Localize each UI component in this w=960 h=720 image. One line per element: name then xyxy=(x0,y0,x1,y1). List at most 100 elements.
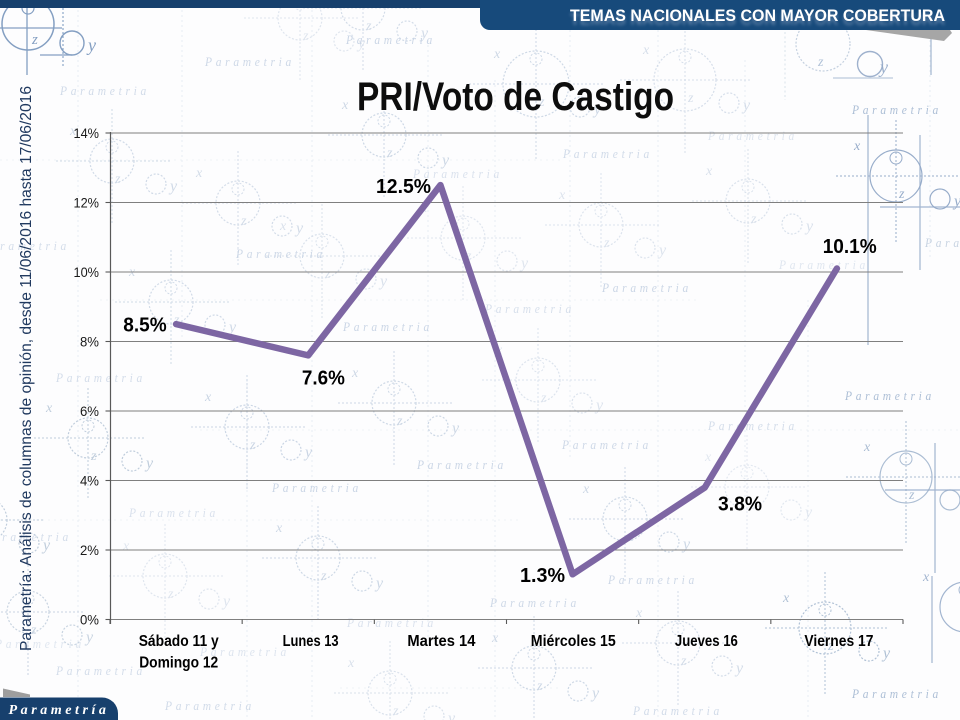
svg-text:Jueves 16: Jueves 16 xyxy=(675,633,738,650)
svg-text:x: x xyxy=(863,440,871,455)
svg-text:y: y xyxy=(952,193,960,210)
svg-text:x: x xyxy=(582,482,590,497)
svg-text:x: x xyxy=(704,450,712,465)
svg-text:z: z xyxy=(538,95,545,110)
svg-text:y: y xyxy=(221,593,231,610)
svg-text:x: x xyxy=(491,631,499,646)
svg-text:x: x xyxy=(558,188,566,203)
svg-text:Parametria: Parametria xyxy=(0,530,72,544)
svg-text:Miércoles 15: Miércoles 15 xyxy=(531,633,616,650)
svg-text:Parametria: Parametria xyxy=(55,664,146,678)
svg-text:Parametria: Parametria xyxy=(0,637,85,651)
svg-text:y: y xyxy=(734,660,744,677)
svg-text:y: y xyxy=(227,319,237,336)
svg-text:y: y xyxy=(590,685,600,702)
svg-text:z: z xyxy=(750,212,757,227)
svg-text:y: y xyxy=(378,273,388,290)
svg-text:Parametria: Parametria xyxy=(851,103,942,117)
svg-text:Parametria: Parametria xyxy=(416,458,507,472)
svg-text:Parametria: Parametria xyxy=(707,419,798,433)
svg-text:14%: 14% xyxy=(74,125,100,141)
svg-text:z: z xyxy=(749,498,756,513)
svg-text:Parametria: Parametria xyxy=(271,481,362,495)
svg-text:8.5%: 8.5% xyxy=(123,315,167,337)
svg-text:z: z xyxy=(167,587,174,602)
svg-text:Martes 14: Martes 14 xyxy=(407,633,475,650)
svg-text:Parametria: Parametria xyxy=(164,699,255,713)
svg-text:Parametria: Parametria xyxy=(562,147,653,161)
svg-text:x: x xyxy=(195,166,203,181)
svg-text:z: z xyxy=(249,438,256,453)
svg-text:7.6%: 7.6% xyxy=(302,368,345,390)
svg-text:z: z xyxy=(30,623,37,638)
svg-text:y: y xyxy=(374,575,384,592)
svg-text:12.5%: 12.5% xyxy=(376,176,431,198)
svg-text:x: x xyxy=(635,606,643,621)
svg-text:x: x xyxy=(705,164,713,179)
svg-text:x: x xyxy=(493,47,501,62)
svg-text:Parametria: Parametria xyxy=(346,616,437,630)
svg-text:12%: 12% xyxy=(74,195,100,211)
svg-text:10%: 10% xyxy=(74,264,100,280)
svg-text:x: x xyxy=(69,124,77,139)
svg-text:Parametria: Parametria xyxy=(59,84,150,98)
svg-text:z: z xyxy=(827,639,834,654)
svg-text:y: y xyxy=(419,25,429,42)
svg-text:z: z xyxy=(817,55,824,70)
svg-text:z: z xyxy=(540,391,547,406)
svg-text:PRI/Voto de Castigo: PRI/Voto de Castigo xyxy=(357,75,674,119)
svg-text:z: z xyxy=(536,679,543,694)
svg-text:x: x xyxy=(341,98,349,113)
svg-text:x: x xyxy=(122,539,130,554)
svg-text:Parametria: Parametria xyxy=(851,687,942,701)
svg-text:2%: 2% xyxy=(80,542,99,558)
svg-text:Parametria: Parametria xyxy=(489,596,580,610)
svg-text:z: z xyxy=(465,249,472,264)
svg-text:Parametria: Parametria xyxy=(484,302,575,316)
svg-text:x: x xyxy=(275,521,283,536)
svg-text:x: x xyxy=(642,43,650,58)
svg-text:3.8%: 3.8% xyxy=(718,494,762,516)
svg-text:x: x xyxy=(279,219,287,234)
svg-text:y: y xyxy=(594,397,604,414)
svg-text:y: y xyxy=(657,242,667,259)
svg-text:y: y xyxy=(681,536,691,553)
svg-text:Parametria: Parametria xyxy=(345,33,436,47)
svg-text:z: z xyxy=(240,214,247,229)
svg-text:z: z xyxy=(687,91,694,106)
svg-text:y: y xyxy=(294,220,304,237)
svg-text:z: z xyxy=(680,654,687,669)
svg-text:y: y xyxy=(356,35,366,52)
svg-text:y: y xyxy=(446,710,456,720)
svg-text:1.3%: 1.3% xyxy=(520,565,565,587)
svg-text:x: x xyxy=(853,139,861,154)
svg-text:Parametria: Parametria xyxy=(707,129,798,143)
svg-text:z: z xyxy=(365,19,372,34)
svg-text:TEMAS NACIONALES CON MAYOR COB: TEMAS NACIONALES CON MAYOR COBERTURA xyxy=(570,6,945,25)
svg-text:x: x xyxy=(347,656,355,671)
svg-text:y: y xyxy=(86,35,96,55)
svg-text:0%: 0% xyxy=(80,612,99,628)
svg-text:Lunes 13: Lunes 13 xyxy=(283,633,339,650)
svg-text:Parametria: Parametria xyxy=(601,281,692,295)
svg-text:Parametria: Parametria xyxy=(0,239,70,253)
svg-text:x: x xyxy=(204,390,212,405)
svg-text:Parametria: Parametria xyxy=(55,371,146,385)
svg-text:10.1%: 10.1% xyxy=(823,236,877,258)
svg-text:z: z xyxy=(908,488,915,503)
svg-text:z: z xyxy=(386,146,393,161)
svg-text:z: z xyxy=(396,414,403,429)
svg-text:Parametria: Parametria xyxy=(778,258,869,272)
svg-text:Parametria: Parametria xyxy=(204,55,295,69)
svg-text:y: y xyxy=(881,645,891,662)
svg-text:y: y xyxy=(168,178,178,195)
svg-text:Parametria: Parametria xyxy=(342,320,433,334)
svg-text:Domingo 12: Domingo 12 xyxy=(139,654,218,671)
svg-text:TEMAS NACIONALES CON MAYOR COB: TEMAS NACIONALES CON MAYOR COBERTURA xyxy=(570,10,945,29)
svg-text:z: z xyxy=(603,236,610,251)
svg-text:Parametria: Parametria xyxy=(924,236,960,250)
svg-text:y: y xyxy=(440,152,450,169)
svg-text:z: z xyxy=(392,704,399,719)
svg-text:4%: 4% xyxy=(80,473,99,489)
svg-text:z: z xyxy=(302,29,309,44)
